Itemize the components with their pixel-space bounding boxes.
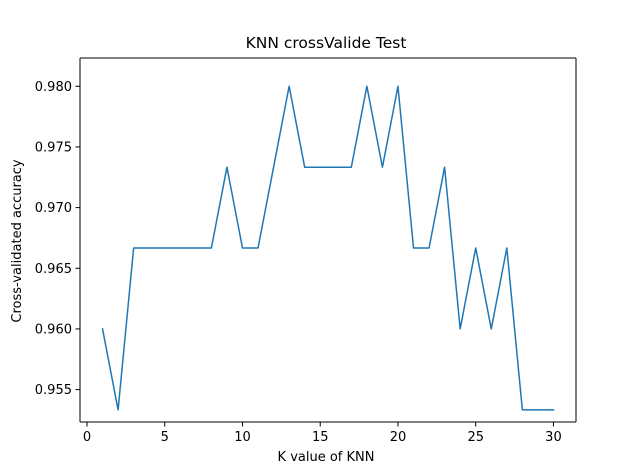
x-tick-label: 0 xyxy=(83,430,91,445)
y-tick-label: 0.955 xyxy=(35,383,72,398)
x-tick-label: 10 xyxy=(234,430,251,445)
x-tick-label: 5 xyxy=(161,430,169,445)
series-line-0 xyxy=(101,85,555,411)
plot-area: 0 5 10 15 20 25 30 0.955 0.960 0.965 0.970 0.975 0.9… xyxy=(35,57,577,445)
y-tick-label: 0.980 xyxy=(35,80,72,95)
y-tick-label: 0.960 xyxy=(35,322,72,337)
x-tick-label: 30 xyxy=(545,430,562,445)
y-tick-label: 0.975 xyxy=(35,140,72,155)
x-tick-label: 25 xyxy=(467,430,484,445)
y-tick-label: 0.970 xyxy=(35,201,72,216)
y-axis-label: Cross-validated accuracy xyxy=(10,159,25,323)
x-axis-label: K value of KNN xyxy=(278,450,375,465)
y-tick-label: 0.965 xyxy=(35,262,72,277)
x-tick-label: 15 xyxy=(312,430,329,445)
x-tick-label: 20 xyxy=(390,430,407,445)
chart-title: KNN crossValide Test xyxy=(246,34,407,52)
